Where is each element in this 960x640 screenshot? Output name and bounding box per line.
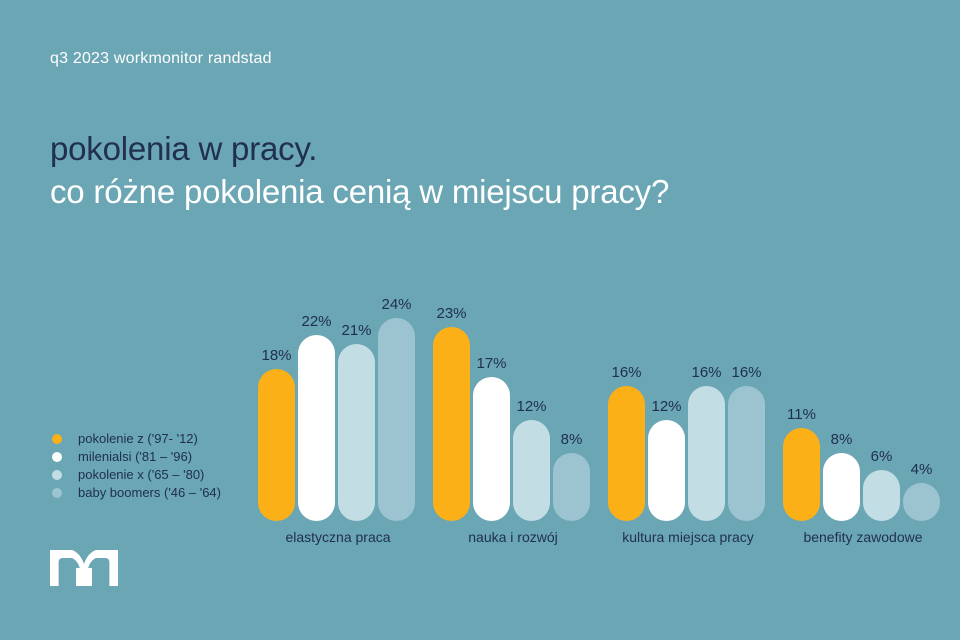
bar-item: 4% — [903, 461, 940, 521]
bar — [863, 470, 900, 521]
legend-item-label: pokolenie x ('65 – '80) — [78, 467, 205, 482]
bar-item: 11% — [783, 406, 820, 521]
bar-item: 17% — [473, 355, 510, 521]
headline-line-1: pokolenia w pracy. — [50, 130, 318, 167]
bar-group-bars: 18% 22% 21% 24% — [258, 296, 415, 521]
legend-color-swatch — [52, 451, 62, 462]
bar — [298, 335, 335, 521]
bar-group-label: benefity zawodowe — [803, 529, 923, 545]
bar-value-label: 4% — [910, 461, 933, 478]
bar-item: 6% — [863, 448, 900, 521]
legend-item: pokolenie z ('97- '12) — [52, 430, 221, 447]
bar-value-label: 8% — [830, 431, 853, 449]
legend-item-label: milenialsi ('81 – '96) — [78, 449, 193, 464]
bar-value-label: 18% — [261, 346, 292, 364]
bar-item: 18% — [258, 347, 295, 521]
bar-value-label: 8% — [560, 431, 583, 449]
bar — [608, 385, 645, 521]
bar — [513, 419, 550, 521]
bar — [823, 453, 860, 521]
bar-value-label: 6% — [870, 448, 893, 466]
bar-item: 12% — [513, 398, 550, 521]
bar — [648, 419, 685, 521]
bar — [903, 483, 940, 521]
bar-group-bars: 16% 12% 16% 16% — [608, 364, 765, 521]
chart-legend: pokolenie z ('97- '12) milenialsi ('81 – … — [52, 430, 221, 502]
eyebrow-label: q3 2023 workmonitor randstad — [50, 50, 272, 67]
bar-item: 16% — [728, 364, 765, 521]
bar-item: 23% — [433, 305, 470, 521]
randstad-logo — [50, 550, 118, 586]
bar-group-label: kultura miejsca pracy — [622, 529, 754, 545]
bar-item: 21% — [338, 322, 375, 521]
bar-item: 12% — [648, 398, 685, 521]
bar-value-label: 22% — [301, 313, 332, 331]
bar — [338, 343, 375, 521]
bar-value-label: 16% — [691, 363, 722, 381]
legend-item: milenialsi ('81 – '96) — [52, 448, 221, 465]
bar — [728, 385, 765, 521]
headline-line-2: co różne pokolenia cenią w miejscu pracy… — [50, 172, 670, 210]
bar-group-label: nauka i rozwój — [468, 529, 558, 545]
bar — [553, 453, 590, 521]
bar-item: 8% — [553, 431, 590, 521]
bar-value-label: 21% — [341, 321, 372, 339]
bar-group-bars: 23% 17% 12% 8% — [433, 305, 590, 521]
bar-group-bars: 11% 8% 6% 4% — [783, 406, 940, 521]
bar — [433, 326, 470, 521]
legend-item: pokolenie x ('65 – '80) — [52, 466, 221, 483]
bar-item: 22% — [298, 313, 335, 521]
legend-color-swatch — [52, 469, 62, 480]
legend-color-swatch — [52, 487, 62, 498]
legend-color-swatch — [52, 433, 62, 444]
legend-item: baby boomers ('46 – '64) — [52, 484, 221, 501]
bar-value-label: 11% — [787, 406, 816, 424]
bar-group-label: elastyczna praca — [285, 529, 391, 545]
bar — [688, 385, 725, 521]
bar — [378, 318, 415, 521]
bar — [258, 368, 295, 521]
bar — [473, 377, 510, 521]
bar-item: 8% — [823, 431, 860, 521]
bar — [783, 428, 820, 521]
bar-item: 16% — [608, 364, 645, 521]
bar-value-label: 12% — [651, 397, 682, 415]
bar-item: 16% — [688, 364, 725, 521]
bar-item: 24% — [378, 296, 415, 521]
bar-value-label: 17% — [476, 355, 507, 373]
page-title: pokolenia w pracy. co różne pokolenia ce… — [50, 128, 669, 214]
bar-value-label: 16% — [611, 363, 642, 381]
bar-value-label: 12% — [516, 397, 547, 415]
bar-value-label: 23% — [436, 304, 467, 322]
bar-value-label: 16% — [731, 363, 762, 381]
legend-item-label: baby boomers ('46 – '64) — [78, 485, 221, 500]
legend-item-label: pokolenie z ('97- '12) — [78, 431, 198, 446]
bar-value-label: 24% — [381, 296, 412, 314]
